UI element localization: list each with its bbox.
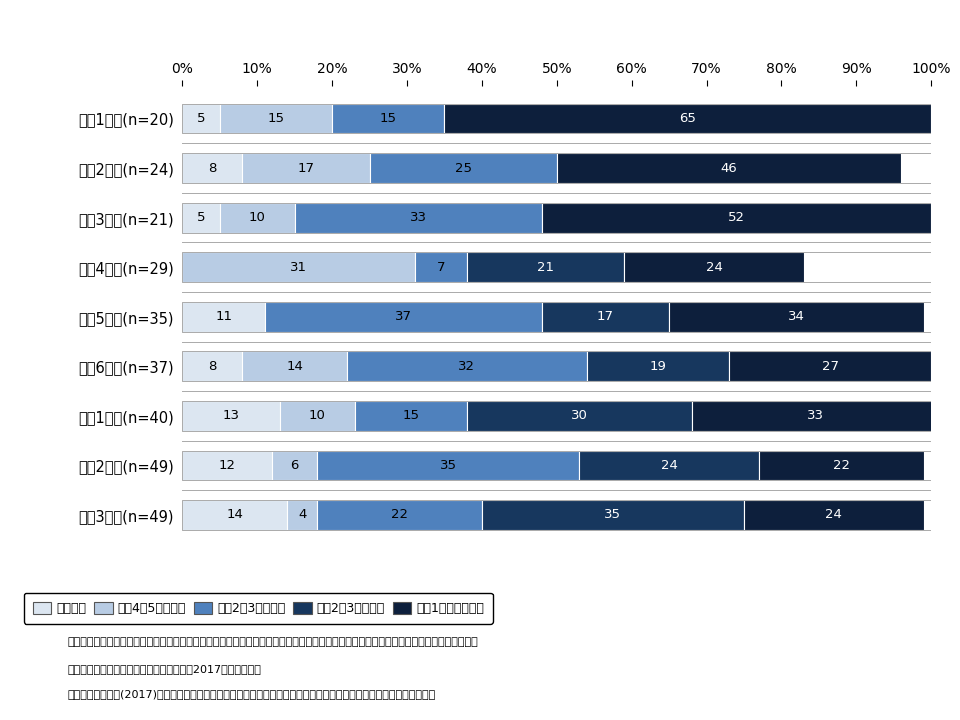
Bar (744, 500, 924, 530)
Text: 6: 6 (291, 459, 299, 472)
Bar (182, 500, 287, 530)
Bar (317, 451, 579, 480)
Text: 4: 4 (298, 508, 306, 521)
Text: 33: 33 (410, 211, 427, 224)
Bar (579, 451, 759, 480)
Text: 33: 33 (806, 410, 824, 423)
Text: 15: 15 (268, 112, 284, 125)
Text: 7: 7 (437, 261, 445, 274)
Bar (182, 104, 931, 133)
Text: 8: 8 (208, 162, 217, 175)
Text: 10: 10 (249, 211, 266, 224)
Bar (541, 302, 669, 332)
Text: 24: 24 (660, 459, 678, 472)
Bar (242, 153, 370, 183)
Text: 5: 5 (197, 112, 205, 125)
Text: 34: 34 (788, 310, 804, 323)
Legend: ほぼ毎日, 週に4、5回くらい, 週に2、3回くらい, 月に2、3回くらい, 月に1回より少ない: ほぼ毎日, 週に4、5回くらい, 週に2、3回くらい, 月に2、3回くらい, 月… (24, 593, 492, 624)
Bar (354, 401, 467, 431)
Bar (759, 451, 924, 480)
Bar (691, 401, 939, 431)
Text: 52: 52 (728, 211, 745, 224)
Bar (182, 203, 931, 233)
Text: 35: 35 (440, 459, 457, 472)
Bar (182, 302, 265, 332)
Text: 14: 14 (227, 508, 243, 521)
Text: 13: 13 (223, 410, 240, 423)
Text: 24: 24 (826, 508, 842, 521)
Text: 22: 22 (391, 508, 408, 521)
Text: 21: 21 (537, 261, 554, 274)
Text: 65: 65 (680, 112, 696, 125)
Bar (220, 104, 332, 133)
Bar (182, 451, 931, 480)
Bar (624, 253, 804, 282)
Text: 27: 27 (822, 360, 839, 373)
Text: 8: 8 (208, 360, 217, 373)
Bar (182, 153, 931, 183)
Text: 31: 31 (290, 261, 307, 274)
Bar (332, 104, 444, 133)
Bar (287, 500, 317, 530)
Text: 脚注：厄生労働省(2017)『平成２９年　放課後児童健全育成事業（放課後児童クラブ）の実施状況（５月１日現在）』: 脚注：厄生労働省(2017)『平成２９年 放課後児童健全育成事業（放課後児童クラ… (67, 689, 436, 699)
Bar (669, 302, 924, 332)
Text: 15: 15 (380, 112, 396, 125)
Bar (182, 351, 242, 381)
Bar (265, 302, 541, 332)
Text: 24: 24 (706, 261, 723, 274)
Bar (242, 351, 348, 381)
Bar (182, 153, 242, 183)
Bar (182, 104, 220, 133)
Text: 22: 22 (833, 459, 850, 472)
Bar (348, 351, 587, 381)
Bar (182, 203, 220, 233)
Text: 5: 5 (197, 211, 205, 224)
Bar (182, 451, 273, 480)
Bar (370, 153, 557, 183)
Text: 11: 11 (215, 310, 232, 323)
Text: 14: 14 (286, 360, 303, 373)
Bar (182, 253, 931, 282)
Bar (182, 302, 931, 332)
Text: 19: 19 (650, 360, 666, 373)
Bar (444, 104, 931, 133)
Bar (467, 253, 624, 282)
Bar (587, 351, 729, 381)
Text: 10: 10 (309, 410, 325, 423)
Bar (729, 351, 931, 381)
Bar (220, 203, 295, 233)
Bar (182, 401, 931, 431)
Bar (482, 500, 744, 530)
Bar (541, 203, 931, 233)
Bar (295, 203, 541, 233)
Text: 出所：子どものケータイ利用に関する調査2017（訪問面接）: 出所：子どものケータイ利用に関する調査2017（訪問面接） (67, 664, 261, 674)
Text: 32: 32 (459, 360, 475, 373)
Bar (415, 253, 467, 282)
Text: 17: 17 (597, 310, 614, 323)
Bar (182, 253, 415, 282)
Text: 12: 12 (219, 459, 236, 472)
Bar (182, 401, 279, 431)
Bar (273, 451, 317, 480)
Text: 30: 30 (571, 410, 588, 423)
Text: 15: 15 (402, 410, 420, 423)
Text: 注：スマホ・ケータイを利用する関東１都６県在住の小中学生を持つ保護者が回答。「わからない・答えたくない」とした回答者は除く。: 注：スマホ・ケータイを利用する関東１都６県在住の小中学生を持つ保護者が回答。「わ… (67, 637, 478, 647)
Bar (279, 401, 354, 431)
Bar (467, 401, 691, 431)
Text: 46: 46 (721, 162, 737, 175)
Text: 25: 25 (455, 162, 471, 175)
Text: 35: 35 (605, 508, 621, 521)
Bar (182, 351, 931, 381)
Bar (317, 500, 482, 530)
Bar (182, 500, 931, 530)
Bar (557, 153, 901, 183)
Text: 37: 37 (395, 310, 412, 323)
Text: 17: 17 (298, 162, 315, 175)
